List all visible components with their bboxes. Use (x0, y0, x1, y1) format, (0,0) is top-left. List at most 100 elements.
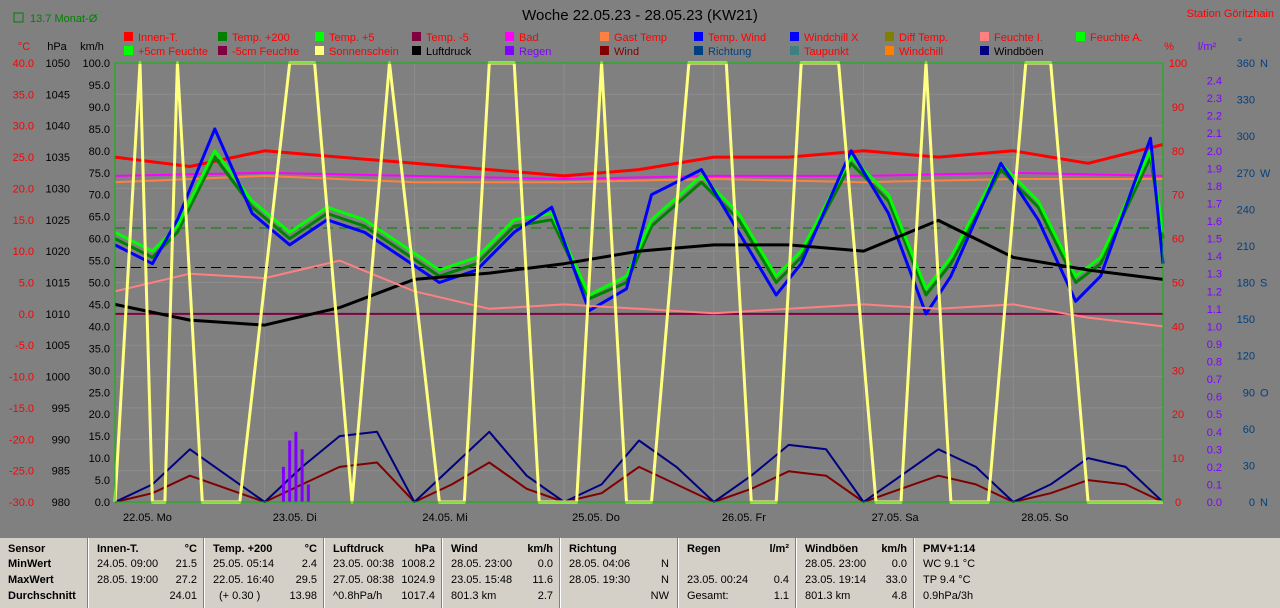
rain-tick-label: 0.6 (1207, 392, 1222, 404)
legend-label: Regen (519, 46, 551, 58)
legend-label: Windchill X (804, 32, 859, 44)
legend-label: Luftdruck (426, 46, 472, 58)
table-cell: 801.3 km 2.7 (451, 590, 553, 602)
rain-tick-label: 2.3 (1207, 93, 1222, 105)
table-column-luftdruck: Luftdruck hPa 23.05. 00:38 1008.2 27.05. 0… (324, 538, 443, 608)
table-cell: NW (650, 590, 669, 602)
temp-tick-label: 40.0 (13, 58, 34, 70)
table-row-label: Durchschnitt (8, 590, 76, 602)
rain-tick-label: 1.8 (1207, 181, 1222, 193)
table-cell: 28.05. 23:00 0.0 (451, 558, 553, 570)
rain-tick-label: 0.9 (1207, 339, 1222, 351)
table-cell: 23.05. 00:24 0.4 (687, 574, 789, 586)
humidity-axis-unit: % (1164, 41, 1174, 53)
pressure-tick-label: 995 (52, 403, 70, 415)
legend-swatch (600, 32, 609, 41)
wind-tick-label: 45.0 (89, 299, 110, 311)
table-column-wind: Wind km/h 28.05. 23:00 0.0 23.05. 15:48 11.… (442, 538, 561, 608)
direction-tick-label: 150 (1237, 314, 1255, 326)
statistics-table: Sensor MinWert MaxWert Durchschnitt Inne… (0, 538, 1280, 608)
humidity-tick-label: 40 (1172, 321, 1184, 333)
legend-label: Diff Temp. (899, 32, 948, 44)
legend-label: Innen-T. (138, 32, 178, 44)
direction-tick-label: 0 (1249, 497, 1255, 509)
weather-chart: Woche 22.05.23 - 28.05.23 (KW21) Station … (9, 7, 1274, 524)
humidity-tick-label: 20 (1172, 409, 1184, 421)
temp-tick-label: 0.0 (19, 309, 34, 321)
legend-swatch (885, 32, 894, 41)
table-header: Temp. +200 °C (213, 543, 317, 555)
wind-tick-label: 50.0 (89, 278, 110, 290)
legend-swatch (885, 46, 894, 55)
table-column-sensor: Sensor MinWert MaxWert Durchschnitt (0, 538, 88, 608)
legend-label: Bad (519, 32, 539, 44)
plot-frame (114, 62, 1164, 503)
rain-tick-label: 2.0 (1207, 146, 1222, 158)
direction-tick-label: 30 (1243, 460, 1255, 472)
direction-tick-label: 240 (1237, 204, 1255, 216)
table-row-label: MinWert (8, 558, 52, 570)
legend-label: Windböen (994, 46, 1044, 58)
humidity-tick-label: 60 (1172, 234, 1184, 246)
table-cell: 23.05. 19:14 33.0 (805, 574, 907, 586)
pressure-tick-label: 1045 (46, 89, 70, 101)
legend-label: Feuchte A. (1090, 32, 1143, 44)
table-header: Sensor (8, 543, 46, 555)
day-label: 26.05. Fr (722, 512, 766, 524)
rain-axis-unit: l/m² (1198, 41, 1217, 53)
legend-label: Temp. -5 (426, 32, 469, 44)
rain-tick-label: 2.2 (1207, 111, 1222, 123)
legend-label: Windchill (899, 46, 943, 58)
rain-tick-label: 1.2 (1207, 286, 1222, 298)
wind-tick-label: 5.0 (95, 475, 110, 487)
humidity-tick-label: 90 (1172, 102, 1184, 114)
monat-checkbox-icon (13, 12, 24, 23)
legend-label: Feuchte I. (994, 32, 1043, 44)
series-line (114, 259, 1164, 328)
legend-swatch (315, 46, 324, 55)
legend-label: Temp. Wind (708, 32, 766, 44)
table-cell: 23.05. 15:48 11.6 (451, 574, 553, 586)
table-row-label: MaxWert (8, 574, 54, 586)
legend-swatch (218, 32, 227, 41)
table-header: Wind km/h (451, 543, 553, 555)
rain-tick-label: 0.3 (1207, 444, 1222, 456)
table-column-pmv: PMV+1:14 WC 9.1 °C TP 9.4 °C 0.9hPa/3h (914, 538, 1280, 608)
rain-tick-label: 1.7 (1207, 198, 1222, 210)
table-column-innen: Innen-T. °C 24.05. 09:00 21.5 28.05. 19:00… (88, 538, 205, 608)
rain-tick-label: 0.0 (1207, 497, 1222, 509)
table-header: PMV+1:14 (923, 543, 976, 555)
direction-tick-label: 300 (1237, 131, 1255, 143)
series-line (114, 155, 1165, 301)
table-header: Regen l/m² (687, 543, 789, 555)
wind-tick-label: 85.0 (89, 124, 110, 136)
pressure-tick-label: 1035 (46, 152, 70, 164)
table-cell: 24.05. 09:00 21.5 (97, 558, 197, 570)
legend-swatch (694, 32, 703, 41)
table-column-richtung: Richtung 28.05. 04:06 N 28.05. 19:30 N NW (560, 538, 679, 608)
pressure-tick-label: 1020 (46, 246, 70, 258)
temp-tick-label: 35.0 (13, 89, 34, 101)
wind-tick-label: 40.0 (89, 321, 110, 333)
humidity-tick-label: 10 (1172, 453, 1184, 465)
humidity-tick-label: 0 (1175, 497, 1181, 509)
legend-swatch (694, 46, 703, 55)
direction-tick-label: N (1260, 58, 1268, 70)
legend-label: Temp. +200 (232, 32, 290, 44)
wind-tick-label: 80.0 (89, 146, 110, 158)
legend-label: Gast Temp (614, 32, 667, 44)
rain-tick-label: 2.4 (1207, 76, 1222, 88)
temp-tick-label: 15.0 (13, 215, 34, 227)
temp-tick-label: 10.0 (13, 246, 34, 258)
temp-tick-label: -20.0 (9, 434, 34, 446)
table-cell: 23.05. 00:38 1008.2 (333, 558, 435, 570)
temp-tick-label: -25.0 (9, 466, 34, 478)
temp-tick-label: -30.0 (9, 497, 34, 509)
rain-tick-label: 2.1 (1207, 128, 1222, 140)
wind-tick-label: 20.0 (89, 409, 110, 421)
table-cell: 27.05. 08:38 1024.9 (333, 574, 435, 586)
temp-tick-label: -5.0 (15, 340, 34, 352)
table-header: Windböen km/h (805, 543, 907, 555)
pressure-tick-label: 1010 (46, 309, 70, 321)
humidity-tick-label: 30 (1172, 365, 1184, 377)
